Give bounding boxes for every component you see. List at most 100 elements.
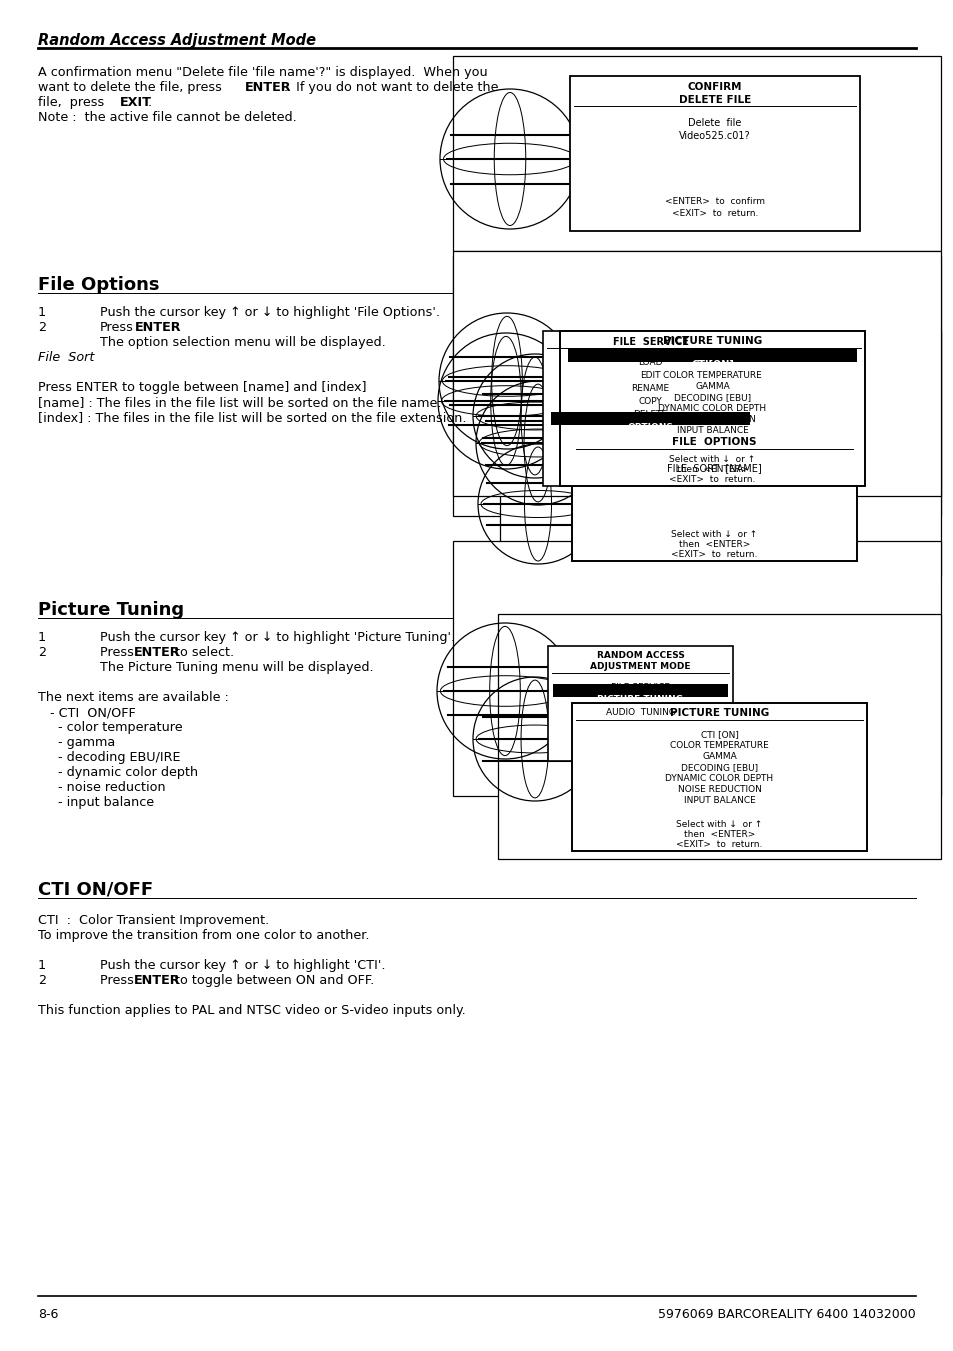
- Text: Press ENTER to toggle between [name] and [index]: Press ENTER to toggle between [name] and…: [38, 381, 366, 394]
- Text: DECODING [EBU]: DECODING [EBU]: [673, 393, 750, 403]
- Text: The Picture Tuning menu will be displayed.: The Picture Tuning menu will be displaye…: [100, 661, 374, 674]
- Text: - input balance: - input balance: [50, 796, 154, 809]
- Text: file,  press: file, press: [38, 96, 108, 109]
- Text: LOAD: LOAD: [638, 358, 662, 367]
- Text: COLOR TEMPERATURE: COLOR TEMPERATURE: [669, 740, 768, 750]
- Text: GAMMA: GAMMA: [695, 382, 729, 390]
- Text: <EXIT>  to  return.: <EXIT> to return.: [671, 209, 758, 218]
- Text: File Options: File Options: [38, 276, 159, 295]
- Text: then  <ENTER>: then <ENTER>: [683, 830, 755, 839]
- Text: COPY: COPY: [638, 397, 661, 407]
- Text: PICTURE TUNING: PICTURE TUNING: [662, 336, 761, 346]
- Text: PICTURE TUNING: PICTURE TUNING: [669, 708, 768, 717]
- Text: ENTER: ENTER: [245, 81, 292, 95]
- FancyBboxPatch shape: [553, 684, 727, 697]
- Text: then  <ENTER>: then <ENTER>: [679, 540, 749, 549]
- Text: EDIT: EDIT: [639, 372, 660, 380]
- Text: 2: 2: [38, 974, 46, 988]
- Text: to toggle between ON and OFF.: to toggle between ON and OFF.: [171, 974, 374, 988]
- FancyBboxPatch shape: [499, 331, 940, 576]
- Text: - color temperature: - color temperature: [50, 721, 182, 734]
- Text: File  Sort: File Sort: [38, 351, 94, 363]
- Text: 1: 1: [38, 959, 46, 971]
- Text: 2: 2: [38, 322, 46, 334]
- Text: CTI[ON]: CTI[ON]: [690, 359, 733, 370]
- Text: Delete  file: Delete file: [688, 118, 740, 128]
- Text: COLOR TEMPERATURE: COLOR TEMPERATURE: [662, 372, 761, 380]
- FancyBboxPatch shape: [547, 646, 732, 761]
- Text: PICTURE TUNING: PICTURE TUNING: [597, 694, 682, 704]
- Text: ENTER: ENTER: [133, 974, 180, 988]
- Text: 5976069 BARCOREALITY 6400 14032000: 5976069 BARCOREALITY 6400 14032000: [658, 1308, 915, 1321]
- Text: The next items are available :: The next items are available :: [38, 690, 229, 704]
- FancyBboxPatch shape: [567, 349, 856, 362]
- Text: Push the cursor key ↑ or ↓ to highlight 'File Options'.: Push the cursor key ↑ or ↓ to highlight …: [100, 305, 439, 319]
- Text: [name] : The files in the file list will be sorted on the file name.: [name] : The files in the file list will…: [38, 396, 441, 409]
- FancyBboxPatch shape: [497, 613, 940, 859]
- Text: 2: 2: [38, 646, 46, 659]
- Text: .  If you do not want to delete the: . If you do not want to delete the: [284, 81, 498, 95]
- Text: ENTER: ENTER: [135, 322, 181, 334]
- Text: CONFIRM: CONFIRM: [687, 82, 741, 92]
- Text: EXIT: EXIT: [120, 96, 152, 109]
- Text: Press: Press: [100, 322, 133, 334]
- Text: - decoding EBU/IRE: - decoding EBU/IRE: [50, 751, 180, 765]
- Text: CTI ON/OFF: CTI ON/OFF: [38, 881, 153, 898]
- Text: INPUT BALANCE: INPUT BALANCE: [683, 796, 755, 805]
- Text: 1: 1: [38, 305, 46, 319]
- Text: NOISE  REDUCTION: NOISE REDUCTION: [668, 415, 755, 424]
- FancyBboxPatch shape: [572, 431, 856, 561]
- Text: FILE  OPTIONS: FILE OPTIONS: [672, 436, 756, 447]
- Text: NOISE REDUCTION: NOISE REDUCTION: [677, 785, 760, 794]
- Text: - CTI  ON/OFF: - CTI ON/OFF: [50, 707, 135, 719]
- Text: Push the cursor key ↑ or ↓ to highlight 'CTI'.: Push the cursor key ↑ or ↓ to highlight …: [100, 959, 385, 971]
- FancyBboxPatch shape: [453, 255, 940, 516]
- Text: RANDOM ACCESS: RANDOM ACCESS: [596, 651, 683, 661]
- Text: DELETE FILE: DELETE FILE: [679, 95, 750, 105]
- Text: Note :  the active file cannot be deleted.: Note : the active file cannot be deleted…: [38, 111, 296, 124]
- FancyBboxPatch shape: [453, 251, 940, 496]
- Text: Random Access Adjustment Mode: Random Access Adjustment Mode: [38, 32, 315, 49]
- Text: Picture Tuning: Picture Tuning: [38, 601, 184, 619]
- Text: then  <ENTER>: then <ENTER>: [676, 465, 747, 474]
- Text: DYNAMIC COLOR DEPTH: DYNAMIC COLOR DEPTH: [658, 404, 766, 413]
- Text: Press: Press: [100, 646, 138, 659]
- Text: DYNAMIC COLOR DEPTH: DYNAMIC COLOR DEPTH: [665, 774, 773, 784]
- Text: A confirmation menu "Delete file 'file name'?" is displayed.  When you: A confirmation menu "Delete file 'file n…: [38, 66, 487, 78]
- Text: 8-6: 8-6: [38, 1308, 58, 1321]
- Text: CTI [ON]: CTI [ON]: [700, 730, 738, 739]
- FancyBboxPatch shape: [551, 412, 749, 426]
- Text: GAMMA: GAMMA: [701, 753, 736, 761]
- Text: RENAME: RENAME: [631, 384, 669, 393]
- Text: INPUT BALANCE: INPUT BALANCE: [676, 426, 747, 435]
- FancyBboxPatch shape: [569, 76, 859, 231]
- Text: <ENTER>  to  confirm: <ENTER> to confirm: [664, 197, 764, 205]
- FancyBboxPatch shape: [559, 331, 864, 486]
- Text: To improve the transition from one color to another.: To improve the transition from one color…: [38, 929, 369, 942]
- Text: <EXIT>  to  return.: <EXIT> to return.: [671, 550, 757, 559]
- Text: .: .: [148, 96, 152, 109]
- Text: .: .: [171, 322, 175, 334]
- Text: Push the cursor key ↑ or ↓ to highlight 'Picture Tuning'.: Push the cursor key ↑ or ↓ to highlight …: [100, 631, 455, 644]
- Text: <EXIT>  to  return.: <EXIT> to return.: [676, 840, 761, 848]
- Text: to select.: to select.: [171, 646, 233, 659]
- FancyBboxPatch shape: [453, 55, 940, 251]
- Text: AUDIO  TUNING: AUDIO TUNING: [605, 708, 675, 717]
- Text: ADJUSTMENT MODE: ADJUSTMENT MODE: [590, 662, 690, 671]
- Text: Video525.c01?: Video525.c01?: [679, 131, 750, 141]
- FancyBboxPatch shape: [572, 703, 866, 851]
- Text: This function applies to PAL and NTSC video or S-video inputs only.: This function applies to PAL and NTSC vi…: [38, 1004, 465, 1017]
- Text: The option selection menu will be displayed.: The option selection menu will be displa…: [100, 336, 385, 349]
- FancyBboxPatch shape: [453, 540, 940, 796]
- Text: - noise reduction: - noise reduction: [50, 781, 166, 794]
- Text: DECODING [EBU]: DECODING [EBU]: [680, 763, 758, 771]
- Text: FILE SERVICE: FILE SERVICE: [610, 684, 669, 692]
- Text: <EXIT>  to  return.: <EXIT> to return.: [669, 476, 755, 484]
- FancyBboxPatch shape: [542, 331, 758, 486]
- Text: ENTER: ENTER: [133, 646, 180, 659]
- Text: OPTIONS: OPTIONS: [627, 423, 673, 432]
- Text: CTI  :  Color Transient Improvement.: CTI : Color Transient Improvement.: [38, 915, 269, 927]
- Text: want to delete the file, press: want to delete the file, press: [38, 81, 226, 95]
- Text: - gamma: - gamma: [50, 736, 115, 748]
- Text: 1: 1: [38, 631, 46, 644]
